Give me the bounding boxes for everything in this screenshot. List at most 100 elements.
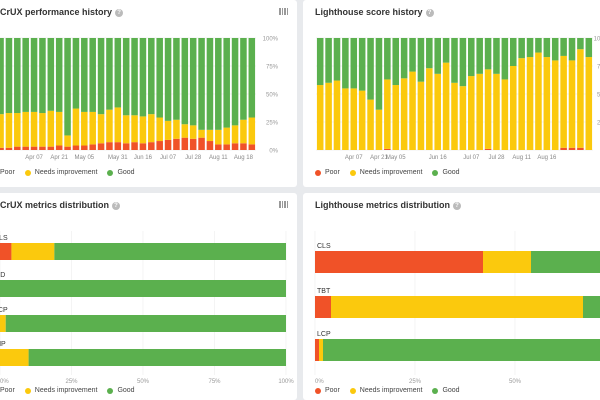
bar-segment-good (54, 243, 286, 260)
legend-poor[interactable]: Poor (315, 387, 340, 394)
x-tick-label: Jul 07 (463, 155, 480, 161)
bar-segment-needs-improvement (426, 68, 433, 150)
bar-segment-good (0, 280, 286, 297)
bar-segment-needs-improvement (476, 73, 483, 150)
bar-segment-poor (47, 146, 55, 150)
legend-good[interactable]: Good (107, 169, 135, 176)
bar-segment-needs-improvement (198, 129, 205, 138)
help-icon[interactable]: ? (453, 202, 462, 210)
legend-poor[interactable]: Poor (315, 169, 340, 176)
bar-segment-good (156, 38, 163, 118)
x-tick-label: 75% (208, 379, 221, 385)
legend-poor[interactable]: Poor (0, 387, 15, 394)
bar-segment-needs-improvement (39, 113, 46, 147)
panel-title: CrUX performance history? (0, 7, 124, 17)
bar-segment-poor (181, 137, 189, 150)
x-tick-label: Aug 11 (209, 155, 228, 161)
help-icon[interactable]: ? (115, 9, 124, 17)
bar-segment-good (325, 38, 332, 83)
chart-menu-icon[interactable] (279, 201, 288, 208)
good-dot-icon (107, 387, 114, 394)
bar-segment-needs-improvement (173, 119, 180, 139)
bar-segment-needs-improvement (248, 117, 256, 145)
bar-segment-needs-improvement (543, 57, 551, 150)
bar-segment-good (231, 38, 239, 126)
metric-label-cls: CLS (0, 235, 8, 242)
bar-segment-needs-improvement (114, 107, 122, 143)
bar-segment-good (0, 38, 4, 115)
bar-segment-needs-improvement (14, 113, 21, 147)
bar-segment-needs-improvement (72, 108, 80, 146)
good-dot-icon (432, 387, 439, 394)
bar-segment-good (323, 339, 600, 361)
bar-segment-needs-improvement (551, 60, 559, 150)
bar-segment-good (114, 38, 122, 108)
bar-segment-good (72, 38, 80, 109)
bar-segment-poor (189, 138, 197, 150)
legend-needs-improvement[interactable]: Needs improvement (24, 387, 97, 394)
bar-segment-needs-improvement (434, 73, 441, 150)
bar-segment-poor (5, 147, 13, 150)
bar-segment-good (358, 38, 366, 91)
help-icon[interactable]: ? (425, 9, 434, 17)
bar-segment-good (5, 38, 13, 114)
bar-segment-good (97, 38, 105, 115)
bar-segment-good (543, 38, 551, 58)
x-tick-label: May 05 (386, 155, 406, 161)
chart-legend: Poor Needs improvement Good (0, 169, 145, 176)
legend-needs-improvement[interactable]: Needs improvement (24, 169, 97, 176)
chart-menu-icon[interactable] (279, 8, 288, 15)
bar-segment-poor (173, 138, 180, 150)
legend-good[interactable]: Good (432, 387, 460, 394)
bar-segment-good (501, 38, 509, 80)
bar-segment-good (375, 38, 383, 110)
bar-segment-needs-improvement (64, 135, 71, 147)
bar-segment-needs-improvement (11, 243, 55, 260)
x-tick-label: Aug 16 (537, 155, 557, 161)
bar-segment-needs-improvement (526, 57, 534, 150)
bar-segment-poor (0, 147, 4, 150)
bar-segment-good (28, 349, 286, 366)
bar-segment-needs-improvement (493, 73, 500, 150)
panel-title: Lighthouse score history? (315, 7, 434, 17)
bar-segment-needs-improvement (459, 86, 467, 150)
bar-segment-good (568, 38, 576, 61)
bar-segment-good (89, 38, 96, 112)
bar-segment-needs-improvement (468, 76, 475, 150)
bar-segment-needs-improvement (131, 115, 138, 143)
bar-segment-needs-improvement (384, 79, 391, 149)
bar-segment-needs-improvement (139, 116, 147, 144)
chart-legend: Poor Needs improvement Good (315, 169, 470, 176)
legend-good[interactable]: Good (107, 387, 135, 394)
bar-segment-good (342, 38, 349, 89)
help-icon[interactable]: ? (112, 202, 121, 210)
y-tick-label: 50% (266, 93, 279, 99)
bar-segment-needs-improvement (451, 82, 458, 150)
bar-segment-poor (55, 145, 63, 150)
bar-segment-needs-improvement (189, 125, 197, 139)
bar-segment-needs-improvement (122, 115, 130, 144)
legend-needs-improvement[interactable]: Needs improvement (349, 387, 422, 394)
metric-label-inp: INP (0, 341, 6, 348)
x-tick-label: Jul 28 (488, 155, 505, 161)
bar-segment-good (531, 251, 600, 273)
bar-segment-good (551, 38, 559, 61)
legend-good[interactable]: Good (432, 169, 460, 176)
poor-dot-icon (315, 169, 321, 176)
bar-segment-poor (215, 144, 222, 150)
bar-segment-good (476, 38, 483, 74)
x-tick-label: Aug 18 (234, 155, 254, 161)
needs-dot-icon (349, 169, 356, 176)
bar-segment-good (509, 38, 517, 66)
x-tick-label: 50% (137, 379, 150, 385)
bar-segment-needs-improvement (509, 66, 517, 150)
bar-segment-good (585, 38, 593, 58)
bar-segment-needs-improvement (417, 81, 425, 150)
bar-segment-good (189, 38, 197, 126)
chart-legend: Poor Needs improvement Good (0, 387, 145, 394)
bar-segment-needs-improvement (156, 117, 163, 142)
legend-poor[interactable]: Poor (0, 169, 15, 176)
lighthouse-history-panel: Lighthouse score history? 0%25%50%75%100… (303, 0, 600, 187)
legend-needs-improvement[interactable]: Needs improvement (349, 169, 422, 176)
